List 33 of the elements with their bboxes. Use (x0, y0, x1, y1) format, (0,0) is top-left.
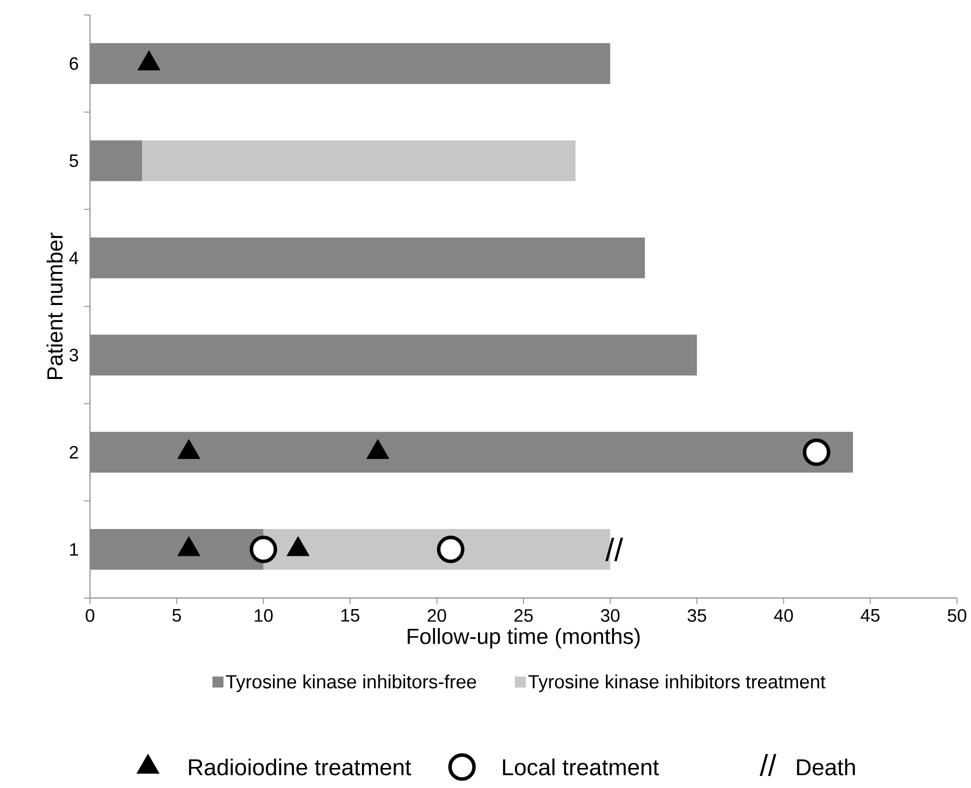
annotation: // (605, 538, 624, 562)
bar (90, 140, 142, 182)
bar (90, 238, 645, 278)
x-tick-label: 40 (774, 609, 793, 622)
x-tick-label: 45 (860, 609, 880, 622)
text: // (760, 754, 776, 776)
x-tick-label: 15 (341, 609, 360, 622)
y-tick-label: 5 (70, 154, 78, 167)
y-axis-title: Patient number (46, 232, 63, 380)
y-tick-label: 2 (70, 446, 78, 458)
y-tick-label: 6 (70, 57, 78, 70)
x-tick-label: 30 (600, 609, 620, 622)
x-tick-label: 0 (86, 609, 94, 622)
bar (90, 334, 697, 376)
x-tick-label: 35 (688, 609, 706, 622)
x-tick-label: 25 (514, 609, 533, 622)
legend-label: Radioiodine treatment (189, 758, 412, 776)
y-tick-label: 4 (69, 252, 78, 264)
x-tick-label: 10 (254, 609, 273, 622)
bar (90, 432, 853, 473)
x-tick-label: 50 (948, 609, 966, 622)
bar (142, 140, 576, 182)
bar (90, 43, 610, 84)
x-axis-title: Follow-up time (months) (408, 628, 640, 648)
y-tick-label: 3 (70, 348, 78, 362)
bar (90, 528, 264, 570)
y-tick-label: 1 (70, 543, 78, 556)
legend-label: Local treatment (503, 758, 659, 776)
legend-label: Tyrosine kinase inhibitors treatment (528, 674, 826, 692)
legend-label: Tyrosine kinase inhibitors-free (226, 674, 476, 692)
text: Death (797, 758, 855, 776)
x-tick-label: 20 (428, 609, 446, 622)
x-tick-label: 5 (172, 609, 181, 622)
